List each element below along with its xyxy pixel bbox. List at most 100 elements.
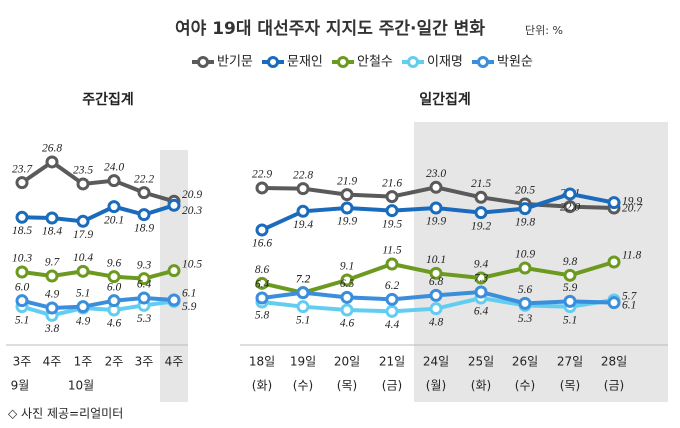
value-label: 16.6	[252, 238, 272, 250]
x-tick-label: 18일	[249, 355, 275, 369]
x-group-label: 9월	[11, 379, 30, 393]
point	[340, 273, 354, 287]
value-label: 7.2	[296, 273, 311, 285]
x-tick-label: 28일	[601, 355, 627, 369]
x-tick-label: 3주	[135, 355, 154, 369]
panel-title: 주간집계	[82, 91, 134, 108]
point	[255, 223, 269, 237]
value-label: 19.5	[382, 218, 402, 230]
point	[474, 206, 488, 220]
legend-label: 안철수	[357, 55, 393, 70]
point	[137, 291, 151, 305]
series-line	[21, 268, 175, 281]
value-label: 9.3	[137, 259, 152, 271]
point	[563, 294, 577, 308]
x-tick-label: 24일	[423, 355, 449, 369]
point	[15, 176, 29, 190]
x-group-label: 10월	[68, 379, 94, 393]
value-label: 6.0	[107, 281, 122, 293]
unit: 단위: %	[525, 24, 563, 37]
point	[15, 265, 29, 279]
x-tick-label: 3주	[13, 355, 32, 369]
value-label: 22.9	[252, 169, 272, 181]
point	[607, 196, 621, 210]
value-label: 5.3	[518, 313, 533, 325]
point	[137, 186, 151, 200]
value-label: 6.4	[255, 279, 270, 291]
x-tick-label: 19일	[290, 355, 316, 369]
point	[76, 214, 90, 228]
point	[518, 261, 532, 275]
value-label: 5.1	[76, 287, 90, 299]
value-label: 6.4	[474, 306, 489, 318]
point	[340, 290, 354, 304]
point	[255, 181, 269, 195]
value-label: 11.8	[622, 250, 642, 262]
value-label: 19.9	[426, 216, 446, 228]
point	[15, 294, 29, 308]
value-label: 18.5	[12, 225, 32, 237]
x-tick-label: 1주	[74, 355, 93, 369]
point	[76, 300, 90, 314]
point	[45, 155, 59, 169]
x-tick-label: 26일	[512, 355, 538, 369]
x-tick-label: 4주	[43, 355, 62, 369]
value-label: 23.5	[73, 165, 93, 177]
point	[385, 292, 399, 306]
point	[137, 272, 151, 286]
value-label: 10.1	[426, 254, 446, 266]
value-label: 21.6	[382, 177, 402, 189]
value-label: 4.9	[45, 289, 60, 301]
point	[340, 188, 354, 202]
value-label: 6.8	[429, 276, 444, 288]
value-label: 22.2	[134, 173, 154, 185]
value-label: 20.9	[182, 189, 202, 201]
value-label: 4.9	[76, 316, 91, 328]
point	[107, 270, 121, 284]
value-label: 3.8	[44, 323, 60, 335]
x-sub-label: (수)	[515, 379, 535, 393]
x-sub-label: (목)	[560, 379, 580, 393]
value-label: 10.5	[182, 258, 202, 270]
value-label: 22.8	[293, 169, 313, 181]
point	[429, 266, 443, 280]
point	[137, 208, 151, 222]
value-label: 5.8	[255, 310, 270, 322]
point	[76, 264, 90, 278]
point	[429, 288, 443, 302]
point	[429, 180, 443, 194]
value-label: 26.8	[42, 143, 62, 155]
point	[76, 177, 90, 191]
series-line	[21, 203, 175, 224]
value-label: 20.3	[182, 205, 202, 217]
value-label: 4.6	[107, 318, 122, 330]
point	[45, 211, 59, 225]
point	[563, 200, 577, 214]
point	[563, 187, 577, 201]
value-label: 23.0	[426, 168, 446, 180]
x-tick-label: 4주	[165, 355, 184, 369]
point	[296, 182, 310, 196]
point	[474, 190, 488, 204]
value-label: 5.1	[15, 314, 29, 326]
source: ◇ 사진 제공=리얼미터	[8, 407, 123, 421]
x-sub-label: (목)	[337, 379, 357, 393]
value-label: 5.9	[182, 301, 197, 313]
point	[15, 210, 29, 224]
value-label: 4.6	[340, 318, 355, 330]
value-label: 6.2	[385, 280, 400, 292]
title: 여야 19대 대선주자 지지도 주간·일간 변화	[175, 19, 485, 39]
value-label: 17.9	[73, 229, 93, 241]
x-sub-label: (화)	[252, 379, 272, 393]
legend-label: 박원순	[497, 55, 533, 70]
value-label: 8.6	[255, 264, 270, 276]
x-sub-label: (금)	[382, 379, 402, 393]
point	[107, 294, 121, 308]
x-sub-label: (월)	[426, 379, 446, 393]
point	[340, 303, 354, 317]
point	[385, 257, 399, 271]
value-label: 10.3	[12, 253, 32, 265]
point	[563, 268, 577, 282]
panel-title: 일간집계	[419, 91, 471, 108]
